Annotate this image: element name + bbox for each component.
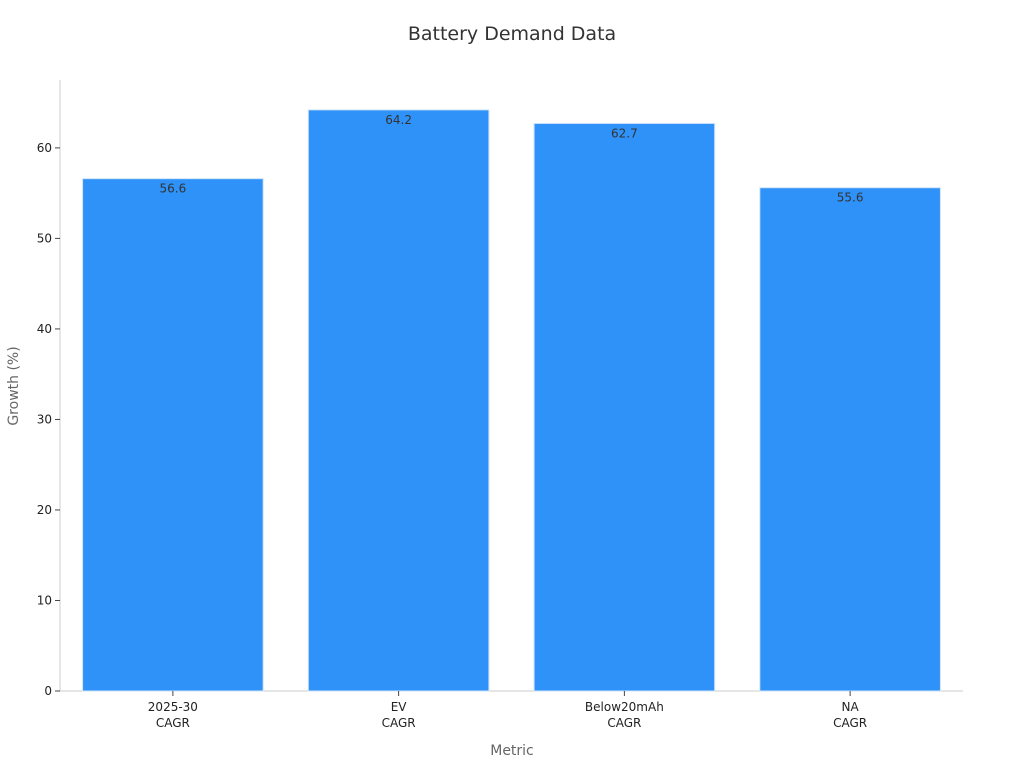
x-tick-label: NA CAGR	[833, 700, 867, 730]
value-label: 55.6	[837, 191, 864, 205]
y-tick-label: 10	[37, 593, 52, 607]
y-tick-label: 40	[37, 322, 52, 336]
x-tick-label: 2025-30 CAGR	[148, 700, 198, 730]
bar	[533, 122, 716, 692]
bar	[307, 109, 490, 692]
x-axis-label: Metric	[490, 743, 534, 759]
y-tick-label: 20	[37, 503, 52, 517]
value-label: 64.2	[385, 113, 412, 127]
y-tick-label: 0	[44, 684, 52, 698]
value-label: 56.6	[160, 182, 187, 196]
x-tick-label: EV CAGR	[382, 700, 416, 730]
value-label: 62.7	[611, 126, 638, 140]
bar	[759, 187, 941, 692]
y-tick-label: 50	[37, 231, 52, 245]
y-tick-label: 60	[37, 141, 52, 155]
chart-title: Battery Demand Data	[408, 23, 616, 45]
y-axis-label: Growth (%)	[6, 346, 22, 425]
bar	[82, 178, 264, 692]
y-tick-label: 30	[37, 412, 52, 426]
x-tick-label: Below20mAh CAGR	[585, 700, 664, 730]
